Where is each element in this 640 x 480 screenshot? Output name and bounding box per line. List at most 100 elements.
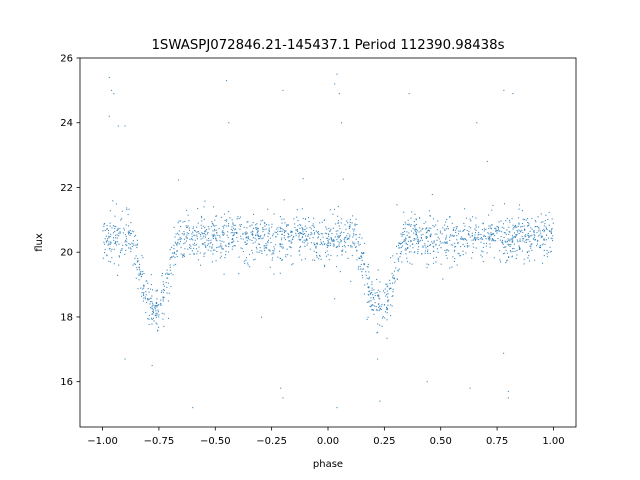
data-point [130, 232, 132, 234]
data-point [160, 302, 162, 304]
data-point [143, 297, 145, 299]
data-point [126, 241, 128, 243]
data-point [256, 232, 258, 234]
data-point [127, 213, 129, 216]
data-point [142, 271, 144, 273]
data-point [190, 247, 192, 249]
data-point [150, 283, 152, 286]
data-point [137, 243, 139, 245]
data-point [110, 250, 112, 252]
data-point [490, 233, 492, 235]
data-point [392, 288, 394, 290]
data-point [220, 252, 222, 254]
data-point [379, 400, 381, 402]
data-point [349, 224, 351, 226]
data-point [420, 237, 423, 239]
data-point [517, 231, 519, 233]
data-point [327, 241, 329, 243]
data-point [355, 234, 357, 236]
data-point [414, 224, 416, 226]
data-point [143, 287, 145, 289]
data-point [246, 221, 248, 223]
data-point [415, 233, 417, 236]
data-point [228, 225, 230, 227]
data-point [278, 250, 281, 252]
data-point [337, 215, 339, 217]
data-point [450, 235, 452, 237]
data-point [282, 247, 284, 249]
data-point [235, 228, 237, 230]
data-point [351, 246, 353, 248]
data-point [281, 237, 283, 239]
data-point [404, 240, 406, 242]
data-point [386, 286, 388, 288]
data-point [283, 237, 285, 239]
data-point [176, 244, 178, 246]
data-point [310, 228, 312, 230]
data-point [193, 247, 195, 249]
data-point [151, 295, 153, 297]
data-point [462, 229, 465, 231]
data-point [352, 241, 354, 243]
data-point [549, 251, 551, 253]
data-point [400, 253, 402, 255]
data-point [339, 239, 341, 241]
data-point [252, 237, 254, 239]
data-point [505, 233, 507, 235]
data-point [285, 254, 287, 256]
data-point [228, 211, 230, 213]
data-point [304, 258, 306, 260]
data-point [226, 234, 228, 236]
data-point [292, 263, 294, 265]
data-point [259, 238, 261, 240]
data-point [468, 230, 470, 232]
data-point [444, 224, 446, 226]
data-point [174, 236, 176, 238]
data-point [464, 238, 466, 240]
data-point [548, 230, 550, 232]
data-point [413, 224, 415, 227]
data-point [331, 233, 333, 235]
data-point [386, 293, 388, 296]
data-point [212, 238, 214, 240]
data-point [114, 242, 116, 244]
data-point [244, 241, 246, 243]
data-point [417, 250, 419, 253]
data-point [508, 219, 510, 221]
data-point [333, 239, 335, 241]
data-point [109, 210, 111, 212]
data-point [468, 232, 470, 234]
data-point [193, 234, 195, 236]
data-point [287, 233, 290, 236]
data-point [545, 226, 547, 228]
data-point [523, 225, 525, 227]
data-point [109, 235, 111, 238]
data-point [391, 282, 394, 284]
data-point [232, 231, 234, 234]
data-point [508, 256, 510, 258]
data-point [122, 244, 124, 246]
data-point [104, 248, 106, 251]
data-point [137, 288, 139, 290]
data-point [389, 287, 392, 290]
data-point [390, 315, 392, 317]
data-point [445, 237, 447, 239]
data-point [151, 317, 153, 319]
data-point [109, 222, 111, 224]
data-point [446, 241, 448, 243]
data-point [299, 223, 301, 226]
data-point [471, 232, 473, 234]
data-point [433, 257, 435, 259]
data-point [256, 223, 258, 225]
data-point [491, 209, 493, 211]
data-point [496, 225, 498, 227]
data-point [302, 233, 304, 235]
data-point [320, 241, 322, 243]
data-point [425, 237, 427, 239]
data-point [301, 259, 303, 261]
data-point [537, 235, 539, 237]
data-point [303, 239, 305, 241]
data-point [156, 304, 158, 307]
data-point [438, 238, 440, 240]
